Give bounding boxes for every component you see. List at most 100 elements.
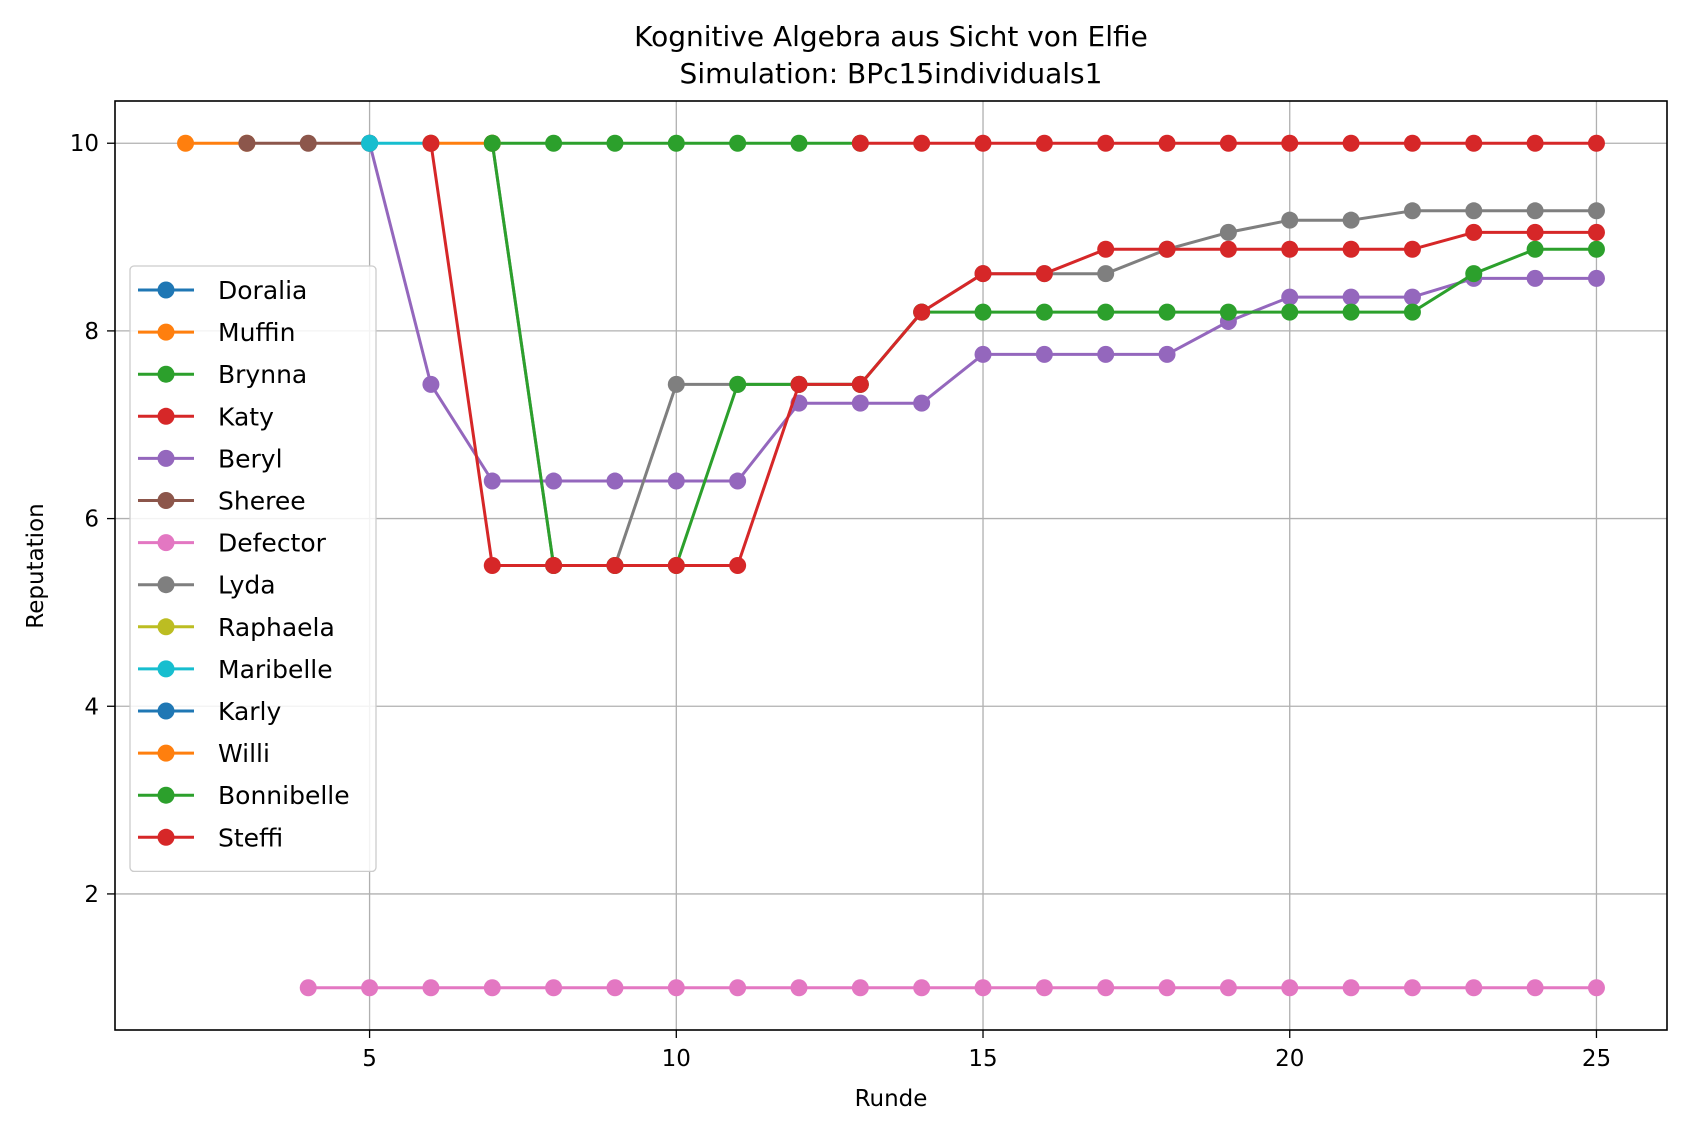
data-point bbox=[177, 134, 195, 152]
series-steffi bbox=[422, 134, 1605, 574]
legend-item: Sheree bbox=[138, 487, 306, 516]
data-point bbox=[1403, 240, 1421, 258]
data-point bbox=[1097, 979, 1115, 997]
legend-marker bbox=[157, 492, 175, 509]
legend-marker bbox=[157, 660, 175, 678]
data-point bbox=[1097, 345, 1115, 363]
data-point bbox=[422, 375, 440, 393]
data-point bbox=[729, 375, 747, 393]
data-point bbox=[1158, 240, 1176, 258]
data-point bbox=[1342, 211, 1360, 229]
legend-item: Brynna bbox=[138, 360, 307, 389]
data-point bbox=[1587, 223, 1605, 241]
legend-label: Steffi bbox=[218, 823, 283, 852]
legend-label: Defector bbox=[218, 529, 327, 558]
legend-item: Lyda bbox=[138, 571, 276, 600]
x-tick-label: 10 bbox=[662, 1046, 691, 1072]
legend-marker bbox=[157, 365, 175, 383]
data-point bbox=[913, 134, 931, 152]
data-point bbox=[729, 134, 747, 152]
legend-label: Brynna bbox=[218, 360, 307, 389]
data-point bbox=[361, 979, 379, 997]
data-point bbox=[1035, 134, 1053, 152]
legend-item: Doralia bbox=[138, 276, 307, 305]
data-point bbox=[1158, 979, 1176, 997]
data-point bbox=[1465, 265, 1483, 283]
data-point bbox=[1281, 303, 1299, 321]
data-point bbox=[974, 134, 992, 152]
data-point bbox=[1342, 134, 1360, 152]
legend-marker bbox=[157, 576, 175, 594]
y-tick-label: 6 bbox=[84, 507, 99, 533]
data-point bbox=[606, 472, 624, 490]
data-point bbox=[1035, 345, 1053, 363]
data-point bbox=[1403, 134, 1421, 152]
legend-label: Katy bbox=[218, 402, 274, 431]
series-line bbox=[429, 142, 1597, 567]
data-point bbox=[974, 979, 992, 997]
data-point bbox=[1587, 269, 1605, 287]
data-point bbox=[1097, 265, 1115, 283]
legend-label: Willi bbox=[218, 739, 270, 768]
data-point bbox=[606, 979, 624, 997]
legend-item: Steffi bbox=[138, 823, 283, 852]
data-point bbox=[1465, 979, 1483, 997]
legend-label: Sheree bbox=[218, 487, 306, 516]
data-point bbox=[1342, 288, 1360, 306]
data-point bbox=[974, 265, 992, 283]
legend-marker bbox=[157, 323, 175, 341]
legend-marker bbox=[157, 744, 175, 762]
data-point bbox=[1281, 288, 1299, 306]
data-point bbox=[790, 979, 808, 997]
data-point bbox=[851, 375, 869, 393]
plot-frame bbox=[114, 100, 1668, 1031]
data-point bbox=[545, 472, 563, 490]
legend-item: Defector bbox=[138, 529, 327, 558]
x-tick-label: 20 bbox=[1275, 1046, 1304, 1072]
data-point bbox=[1219, 223, 1237, 241]
data-point bbox=[667, 979, 685, 997]
legend-marker bbox=[157, 828, 175, 846]
data-point bbox=[1587, 134, 1605, 152]
data-point bbox=[299, 134, 317, 152]
data-point bbox=[667, 557, 685, 574]
data-point bbox=[606, 557, 624, 574]
x-axis-label: Runde bbox=[855, 1086, 928, 1112]
y-tick-label: 10 bbox=[70, 131, 99, 157]
legend-item: Muffin bbox=[138, 318, 295, 347]
legend-marker bbox=[157, 534, 175, 552]
data-point bbox=[790, 375, 808, 393]
data-point bbox=[729, 979, 747, 997]
data-point bbox=[1587, 240, 1605, 258]
data-point bbox=[974, 345, 992, 363]
x-tick-label: 25 bbox=[1582, 1046, 1611, 1072]
data-point bbox=[1465, 134, 1483, 152]
data-point bbox=[1587, 979, 1605, 997]
data-point bbox=[1281, 979, 1299, 997]
x-tick-label: 15 bbox=[968, 1046, 997, 1072]
data-point bbox=[1526, 979, 1544, 997]
x-tick-label: 5 bbox=[362, 1046, 377, 1072]
data-point bbox=[1403, 979, 1421, 997]
legend-item: Bonnibelle bbox=[138, 781, 350, 810]
data-point bbox=[483, 134, 501, 152]
legend-item: Willi bbox=[138, 739, 270, 768]
data-point bbox=[1219, 303, 1237, 321]
y-tick-label: 4 bbox=[84, 694, 99, 720]
legend-item: Katy bbox=[138, 402, 274, 431]
data-point bbox=[913, 394, 931, 412]
data-point bbox=[1342, 303, 1360, 321]
data-point bbox=[1465, 202, 1483, 220]
data-point bbox=[238, 134, 256, 152]
data-point bbox=[1403, 202, 1421, 220]
data-point bbox=[1158, 134, 1176, 152]
data-point bbox=[1035, 265, 1053, 283]
data-point bbox=[1035, 303, 1053, 321]
legend-marker bbox=[157, 407, 175, 425]
legend-label: Maribelle bbox=[218, 655, 333, 684]
data-point bbox=[1219, 240, 1237, 258]
data-point bbox=[790, 134, 808, 152]
data-point bbox=[851, 134, 869, 152]
data-point bbox=[1403, 288, 1421, 306]
